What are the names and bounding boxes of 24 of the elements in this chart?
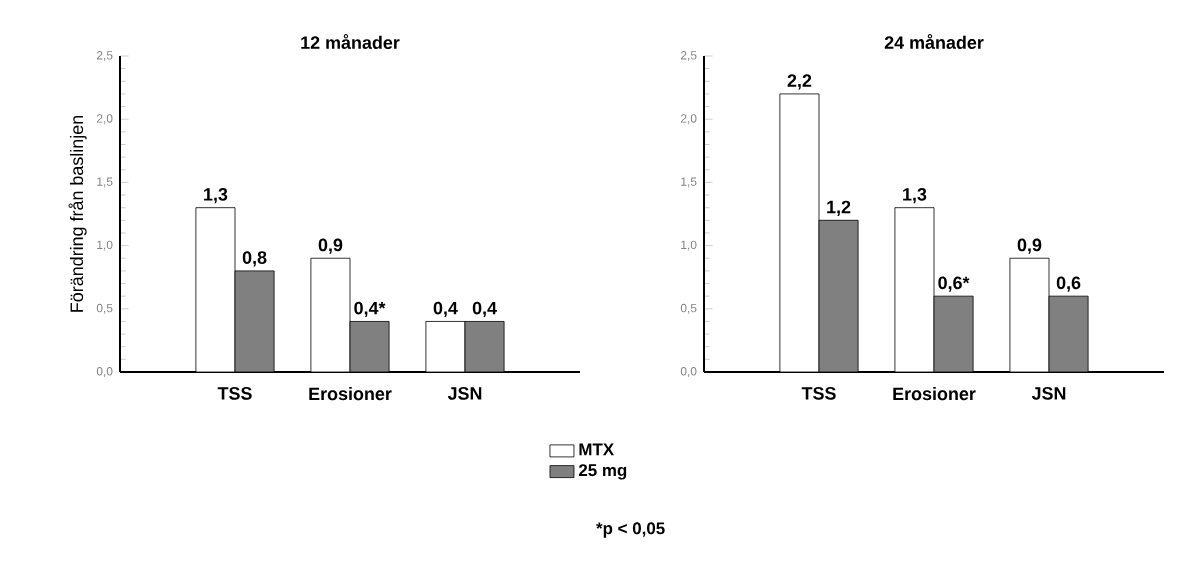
data-label: 0,6* <box>938 276 970 292</box>
text: *p < 0,05 <box>596 522 665 538</box>
data-label: 0,4* <box>354 301 386 318</box>
x-tick-label: Erosioner <box>309 387 392 401</box>
chart-title: 24 månader <box>884 34 984 49</box>
y-axis-title: Förändring från baslinjen <box>68 116 87 312</box>
data-label: 0,4 <box>472 301 497 318</box>
data-label: 1,3 <box>903 187 927 204</box>
data-label: 0,9 <box>318 238 343 254</box>
chart-title: 12 månader <box>301 34 400 49</box>
legend-label: 25 mg <box>578 464 627 480</box>
data-label: 2,2 <box>787 74 812 90</box>
x-tick-label: TSS <box>217 387 252 400</box>
x-tick-label: Erosioner <box>893 387 976 401</box>
data-label: 0,8 <box>242 251 267 267</box>
data-label: 0,9 <box>1017 238 1042 254</box>
x-tick-label: TSS <box>801 387 836 400</box>
x-tick-label: JSN <box>1031 387 1066 400</box>
data-label: 1,3 <box>204 187 228 204</box>
x-tick-label: JSN <box>447 387 482 400</box>
data-label: 0,6 <box>1056 276 1081 292</box>
data-label: 0,4 <box>433 301 458 318</box>
legend-label: MTX <box>579 443 614 456</box>
data-label: 1,2 <box>827 200 851 216</box>
